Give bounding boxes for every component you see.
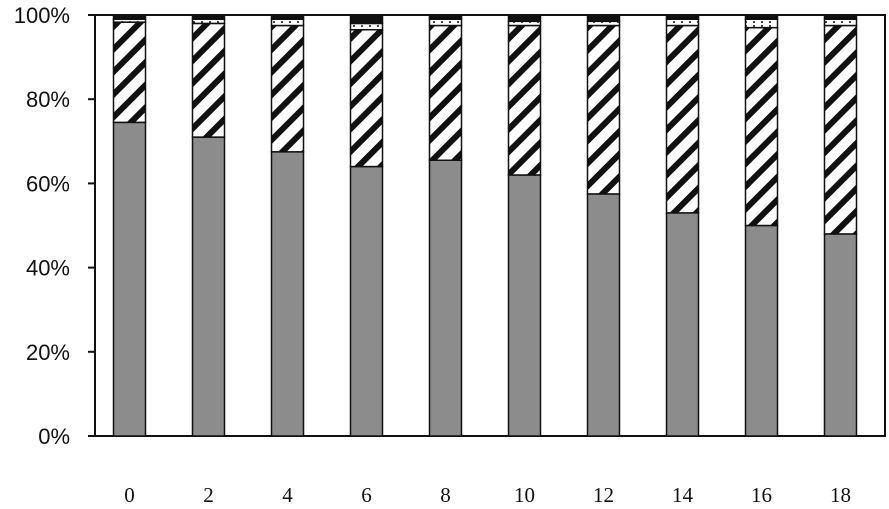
bar-segment-6-diagonal-hatch [349,28,384,168]
bar-segment-16-diagonal-hatch [744,26,779,227]
bar-segment-12-black [586,14,621,23]
x-tick-label: 12 [593,483,614,507]
y-tick-label: 80% [26,87,70,112]
bar-segment-10-black [507,14,542,23]
bar-segment-18-white-dotted [823,18,858,27]
bar-segment-18-diagonal-hatch [823,24,858,235]
bar-segment-0-black [112,14,147,20]
bar-segment-14-gray [665,212,700,437]
bar-segment-14-black [665,14,700,20]
y-tick-label: 100% [14,3,70,28]
bar-segment-18-black [823,14,858,20]
y-tick-label: 60% [26,171,70,196]
x-tick-label: 8 [440,483,451,507]
x-tick-label: 10 [514,483,535,507]
bar-segment-12-diagonal-hatch [586,24,621,195]
bar-segment-6-gray [349,165,384,437]
bar-segment-14-diagonal-hatch [665,24,700,214]
bar-segment-18-gray [823,233,858,437]
x-tick-label: 4 [282,483,293,507]
y-tick-label: 0% [38,424,70,449]
y-tick-label: 40% [26,256,70,281]
bar-segment-4-black [270,14,305,20]
bar-segment-14-white-dotted [665,18,700,27]
x-tick-label: 6 [361,483,372,507]
bar-segment-16-gray [744,224,779,437]
bar-segment-10-diagonal-hatch [507,24,542,176]
bar-segment-4-gray [270,151,305,437]
x-tick-label: 2 [203,483,214,507]
bar-segment-4-white-dotted [270,18,305,27]
bar-segment-8-gray [428,159,463,437]
bar-segment-4-diagonal-hatch [270,24,305,153]
x-tick-label: 14 [672,483,694,507]
x-tick-label: 18 [830,483,851,507]
bar-segment-16-black [744,14,779,20]
bar-segment-8-white-dotted [428,18,463,27]
bar-segment-6-white-dotted [349,22,384,31]
bar-segment-12-gray [586,193,621,437]
bar-segment-2-diagonal-hatch [191,22,226,138]
bar-segment-0-diagonal-hatch [112,21,147,124]
bar-segment-0-gray [112,121,147,437]
y-tick-label: 20% [26,340,70,365]
bar-segment-2-gray [191,136,226,437]
bar-segment-8-black [428,14,463,20]
x-tick-label: 0 [124,483,135,507]
bar-segment-6-black [349,14,384,25]
x-tick-label: 16 [751,483,772,507]
bar-segment-10-gray [507,174,542,437]
bar-segment-16-white-dotted [744,18,779,29]
bar-segment-8-diagonal-hatch [428,24,463,161]
bar-segment-2-black [191,14,226,20]
